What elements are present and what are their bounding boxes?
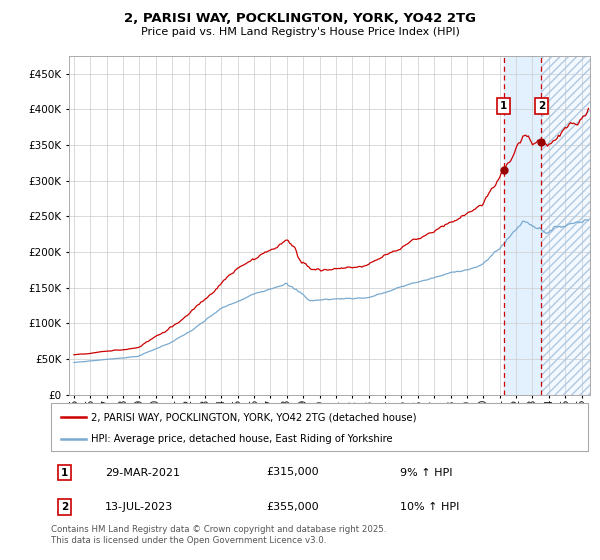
Bar: [504, 56, 541, 395]
Text: 10% ↑ HPI: 10% ↑ HPI: [400, 502, 460, 512]
Text: 9% ↑ HPI: 9% ↑ HPI: [400, 468, 452, 478]
Text: 13-JUL-2023: 13-JUL-2023: [105, 502, 173, 512]
Text: 1: 1: [61, 468, 68, 478]
Text: Price paid vs. HM Land Registry's House Price Index (HPI): Price paid vs. HM Land Registry's House …: [140, 27, 460, 37]
FancyBboxPatch shape: [51, 403, 588, 451]
Text: 1: 1: [500, 101, 508, 111]
Text: 29-MAR-2021: 29-MAR-2021: [105, 468, 180, 478]
Text: £315,000: £315,000: [266, 468, 319, 478]
Text: 2: 2: [538, 101, 545, 111]
Text: £355,000: £355,000: [266, 502, 319, 512]
Bar: [541, 56, 590, 395]
Text: Contains HM Land Registry data © Crown copyright and database right 2025.
This d: Contains HM Land Registry data © Crown c…: [51, 525, 386, 545]
Text: HPI: Average price, detached house, East Riding of Yorkshire: HPI: Average price, detached house, East…: [91, 434, 393, 444]
Text: 2: 2: [61, 502, 68, 512]
Bar: [541, 56, 590, 395]
Text: 2, PARISI WAY, POCKLINGTON, YORK, YO42 2TG (detached house): 2, PARISI WAY, POCKLINGTON, YORK, YO42 2…: [91, 413, 417, 422]
Text: 2, PARISI WAY, POCKLINGTON, YORK, YO42 2TG: 2, PARISI WAY, POCKLINGTON, YORK, YO42 2…: [124, 12, 476, 25]
